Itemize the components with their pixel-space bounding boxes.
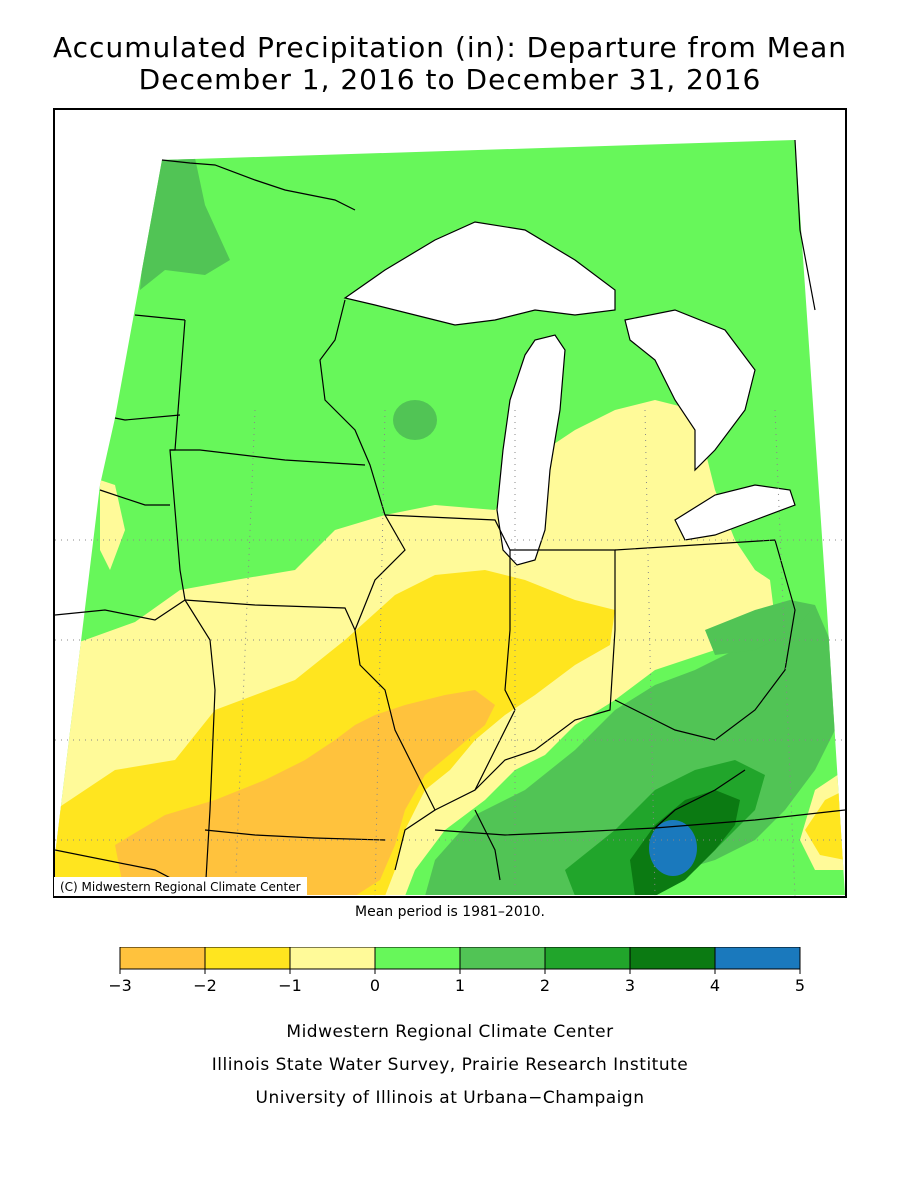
legend-tick-label: 4 (710, 976, 720, 995)
lake-superior (343, 221, 616, 326)
map-date-range: December 1, 2016 to December 31, 2016 (138, 63, 762, 96)
legend-swatch (714, 947, 801, 970)
legend-tick-label: 0 (370, 976, 380, 995)
copyright-label: (C) Midwestern Regional Climate Center (54, 877, 307, 896)
border-east-frame (794, 139, 816, 311)
zone-1-to-2-wi (393, 400, 437, 440)
legend-swatch (629, 947, 716, 970)
border-ne-ks (55, 599, 186, 621)
legend-swatch (289, 947, 376, 970)
legend-tick-label: −2 (193, 976, 217, 995)
lake-erie (674, 484, 796, 541)
legend-tick-label: 5 (795, 976, 805, 995)
credit-isws: Illinois State Water Survey, Prairie Res… (211, 1055, 689, 1075)
legend-tick-label: 2 (540, 976, 550, 995)
legend-swatch (374, 947, 461, 970)
zone-neg3-to-neg2 (115, 690, 495, 895)
lake-huron (624, 309, 756, 472)
zone-neg2-to-neg1-east (805, 790, 845, 860)
precipitation-map (53, 108, 847, 898)
legend-tick-label: −3 (110, 976, 132, 995)
border-oh-wv (614, 539, 796, 741)
zone-1-to-2-oh (705, 600, 815, 655)
zone-neg1-to-0-west (100, 480, 125, 570)
legend-tick-label: −1 (278, 976, 302, 995)
lake-michigan (496, 334, 566, 566)
border-sd-ne (99, 489, 170, 506)
border-ky-va (654, 769, 746, 829)
mean-period-note: Mean period is 1981–2010. (355, 904, 545, 920)
legend-tick-label: 1 (455, 976, 465, 995)
legend-swatch (544, 947, 631, 970)
border-in-oh (474, 549, 616, 791)
zone-1-to-2-nw (140, 158, 230, 290)
border-nd-sd (134, 314, 186, 321)
map-svg (55, 139, 845, 896)
legend-swatch (119, 947, 206, 970)
border-us-canada (161, 159, 356, 211)
border-mo-ar (204, 829, 386, 841)
legend-swatch (204, 947, 291, 970)
legend-swatch (459, 947, 546, 970)
border-ia-mo (184, 599, 356, 631)
map-title: Accumulated Precipitation (in): Departur… (53, 31, 847, 64)
border-il-in (384, 514, 516, 811)
legend-tick-label: 3 (625, 976, 635, 995)
color-legend: −3 −2 −1 0 1 2 3 4 5 (110, 947, 805, 995)
border-mn-ia (170, 449, 366, 466)
border-mississippi-river (319, 299, 436, 871)
border-nd-sd-2 (114, 414, 181, 421)
border-tn-west (474, 809, 501, 881)
zone-4-to-5 (649, 820, 697, 876)
credit-uiuc: University of Illinois at Urbana−Champai… (255, 1088, 645, 1108)
border-tn-ky (434, 809, 845, 836)
credit-mrcc: Midwestern Regional Climate Center (286, 1022, 614, 1042)
